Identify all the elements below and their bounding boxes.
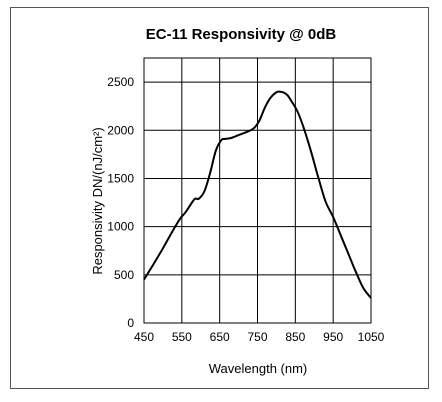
x-axis-label: Wavelength (nm) [209, 361, 308, 376]
x-tick-label: 850 [285, 330, 305, 344]
x-tick-label: 750 [247, 330, 267, 344]
y-tick-label: 2000 [107, 123, 134, 137]
tick-labels: 450 550 650 750 850 950 1050 0 500 1000 1500 2000 25… [107, 75, 384, 344]
grid [143, 57, 372, 324]
x-tick-label: 950 [323, 330, 343, 344]
chart-title: EC-11 Responsivity @ 0dB [146, 26, 337, 43]
x-tick-label: 450 [134, 330, 154, 344]
x-tick-label: 1050 [358, 330, 385, 344]
y-tick-label: 2500 [107, 75, 134, 89]
series-layer [143, 90, 372, 299]
y-tick-label: 1000 [107, 220, 134, 234]
x-tick-label: 550 [172, 330, 192, 344]
y-tick-label: 1500 [107, 171, 134, 185]
responsivity-curve [143, 90, 372, 299]
x-tick-label: 650 [210, 330, 230, 344]
y-axis-label: Responsivity DN/(nJ/cm²) [90, 127, 105, 274]
y-tick-label: 0 [127, 316, 134, 330]
y-tick-label: 500 [114, 268, 134, 282]
plot-area-border [143, 57, 372, 324]
